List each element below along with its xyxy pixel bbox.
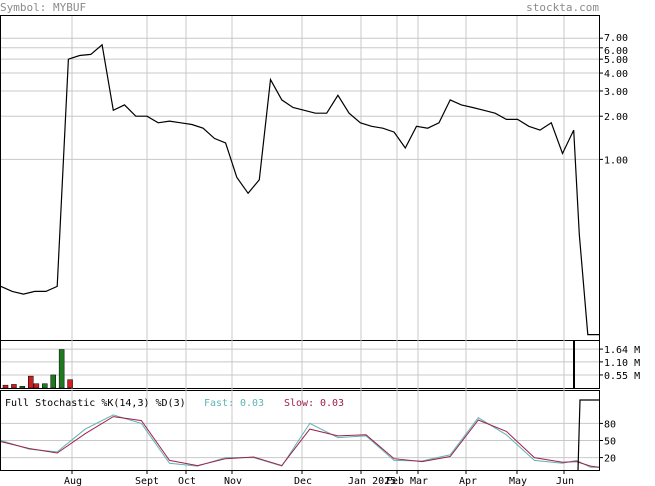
volume-series: [2, 349, 73, 389]
price-tick-label: 7.00: [604, 33, 628, 44]
fast-label: Fast:: [204, 398, 234, 409]
slow-label: Slow:: [284, 398, 314, 409]
x-tick-label: Dec: [294, 476, 312, 486]
price-tick-label: 1.00: [604, 155, 628, 166]
symbol-label: Symbol: MYBUF: [0, 1, 87, 14]
volume-bar: [67, 379, 73, 389]
volume-bar: [33, 383, 40, 389]
volume-bar: [28, 375, 34, 389]
stoch-tick-label: 80: [604, 419, 616, 430]
volume-bar: [11, 384, 17, 389]
price-tick-label: 4.00: [604, 69, 628, 80]
stochastic-panel-frame: [0, 390, 600, 471]
volume-bar: [58, 349, 65, 389]
x-tick-label: Jan 2025: [348, 476, 396, 486]
volume-tick-label: 0.55 M: [604, 371, 640, 382]
volume-tick-label: 1.10 M: [604, 358, 640, 369]
price-tick-label: 6.00: [604, 46, 628, 57]
price-line: [0, 43, 599, 336]
x-tick-label: Oct: [178, 476, 196, 486]
x-tick-label: Mar: [410, 476, 428, 486]
price-tick-label: 5.00: [604, 55, 628, 66]
x-tick-label: May: [509, 476, 527, 486]
slow-line: [0, 416, 600, 468]
x-tick-label: Nov: [224, 476, 242, 486]
x-tick-label: Jun: [556, 476, 574, 486]
volume-bar: [42, 383, 48, 389]
volume-bar: [2, 384, 9, 389]
fast-value: 0.03: [240, 398, 264, 409]
x-tick-label: Aug: [64, 476, 82, 486]
stochastic-title: Full Stochastic %K(14,3) %D(3): [5, 398, 186, 409]
slow-value: 0.03: [320, 398, 344, 409]
price-tick-label: 2.00: [604, 112, 628, 123]
stoch-tick-label: 20: [604, 454, 616, 465]
fast-line: [0, 414, 599, 468]
volume-tick-label: 1.64 M: [604, 345, 640, 356]
price-series: [0, 43, 599, 336]
stoch-spike: [577, 399, 599, 471]
x-tick-label: Sept: [135, 476, 159, 486]
price-panel-frame: [0, 15, 600, 341]
volume-panel-frame: [0, 340, 600, 389]
axis-labels: 7.00 6.005.00 4.00 3.00 2.00 1.00 1.64 M 1.10 M…: [64, 33, 640, 486]
site-label[interactable]: stockta.com: [526, 1, 599, 14]
price-tick-label: 3.00: [604, 87, 628, 98]
x-tick-label: Apr: [459, 476, 477, 486]
x-tick-label: Feb: [386, 476, 404, 486]
stoch-tick-label: 50: [604, 437, 616, 448]
stochastic-series: [0, 399, 600, 471]
grid-lines: [1, 16, 603, 474]
volume-bar: [50, 374, 56, 389]
volume-bar: [19, 386, 26, 389]
